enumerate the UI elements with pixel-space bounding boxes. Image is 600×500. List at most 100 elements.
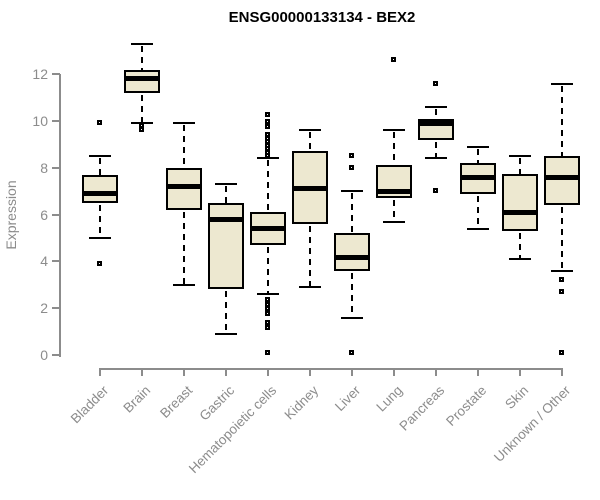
whisker-upper-bladder <box>99 158 101 175</box>
x-axis-line <box>99 368 563 370</box>
x-tick-label: Prostate <box>443 382 490 429</box>
whisker-cap-lower-kidney <box>299 286 321 289</box>
whisker-cap-upper-skin <box>509 155 531 158</box>
whisker-lower-kidney <box>309 225 311 288</box>
whisker-cap-upper-lung <box>383 129 405 132</box>
whisker-lower-skin <box>519 232 521 260</box>
outlier-point-pancreas <box>433 188 438 194</box>
outlier-point-hematopoietic-cells <box>265 123 270 129</box>
y-tick <box>52 73 60 76</box>
median-line-gastric <box>208 216 244 222</box>
x-tick-label: Pancreas <box>396 382 448 434</box>
whisker-cap-upper-pancreas <box>425 105 447 108</box>
x-tick <box>225 368 227 376</box>
whisker-lower-breast <box>183 211 185 285</box>
y-tick <box>52 213 60 216</box>
median-line-unknown-other <box>544 174 580 180</box>
whisker-lower-lung <box>393 200 395 222</box>
whisker-lower-bladder <box>99 204 101 238</box>
whisker-cap-lower-hematopoietic-cells <box>257 293 279 296</box>
median-line-bladder <box>82 191 118 197</box>
outlier-point-liver <box>349 153 354 159</box>
whisker-cap-upper-liver <box>341 190 363 193</box>
whisker-upper-prostate <box>477 148 479 164</box>
outlier-point-hematopoietic-cells <box>265 297 270 302</box>
whisker-upper-unknown-other <box>561 85 563 157</box>
whisker-cap-lower-lung <box>383 220 405 223</box>
median-line-liver <box>334 255 370 261</box>
whisker-cap-lower-bladder <box>89 237 111 239</box>
y-tick-label: 8 <box>40 159 48 176</box>
x-tick <box>99 368 101 376</box>
median-line-brain <box>124 76 160 82</box>
whisker-upper-hematopoietic-cells <box>267 160 269 213</box>
x-tick <box>141 368 143 376</box>
whisker-lower-hematopoietic-cells <box>267 247 269 295</box>
y-tick-label: 4 <box>40 253 48 270</box>
outlier-point-liver <box>349 349 354 355</box>
whisker-cap-upper-prostate <box>467 145 489 148</box>
whisker-cap-lower-prostate <box>467 227 489 230</box>
x-tick <box>477 368 479 376</box>
outlier-point-hematopoietic-cells <box>265 119 270 125</box>
median-line-prostate <box>460 174 496 180</box>
median-line-hematopoietic-cells <box>250 226 286 232</box>
chart-title: ENSG00000133134 - BEX2 <box>228 9 416 26</box>
whisker-upper-brain <box>141 45 143 70</box>
outlier-point-hematopoietic-cells <box>265 311 270 317</box>
whisker-cap-lower-breast <box>173 283 195 286</box>
whisker-upper-gastric <box>225 186 227 203</box>
whisker-upper-pancreas <box>435 108 437 119</box>
whisker-cap-lower-skin <box>509 258 531 261</box>
whisker-cap-lower-unknown-other <box>551 269 573 272</box>
x-tick <box>435 368 437 376</box>
y-tick <box>52 307 60 310</box>
y-tick <box>52 260 60 263</box>
x-tick <box>519 368 521 376</box>
outlier-point-lung <box>391 57 396 63</box>
y-tick-label: 0 <box>40 347 48 363</box>
median-line-pancreas <box>418 120 454 126</box>
x-tick <box>183 368 185 376</box>
outlier-point-pancreas <box>433 80 438 86</box>
outlier-point-hematopoietic-cells <box>265 301 270 307</box>
whisker-lower-pancreas <box>435 141 437 159</box>
whisker-upper-skin <box>519 158 521 174</box>
box-skin <box>502 173 538 231</box>
box-liver <box>334 233 370 271</box>
x-tick-label: Bladder <box>67 382 112 427</box>
outlier-point-hematopoietic-cells <box>265 349 270 355</box>
whisker-cap-upper-breast <box>173 122 195 125</box>
y-tick-label: 12 <box>32 66 48 83</box>
whisker-lower-liver <box>351 272 353 318</box>
x-tick <box>561 368 563 376</box>
median-line-breast <box>166 184 202 190</box>
x-tick-label: Gastric <box>196 382 238 424</box>
outlier-point-unknown-other <box>559 277 564 283</box>
x-tick <box>267 368 269 376</box>
whisker-cap-upper-bladder <box>89 155 111 158</box>
x-tick-label: Unknown / Other <box>491 382 574 465</box>
x-tick-label: Brain <box>120 382 154 416</box>
median-line-kidney <box>292 186 328 192</box>
median-line-skin <box>502 209 538 215</box>
y-tick-label: 2 <box>40 300 48 317</box>
whisker-upper-breast <box>183 125 185 168</box>
box-unknown-other <box>544 156 580 206</box>
box-bladder <box>82 174 118 203</box>
outlier-point-hematopoietic-cells <box>265 306 270 312</box>
whisker-lower-gastric <box>225 291 227 334</box>
outlier-point-bladder <box>97 120 102 126</box>
median-line-lung <box>376 188 412 194</box>
whisker-lower-unknown-other <box>561 207 563 271</box>
outlier-point-brain <box>139 122 144 128</box>
whisker-upper-liver <box>351 193 353 234</box>
whisker-cap-upper-gastric <box>215 183 237 186</box>
whisker-cap-lower-liver <box>341 316 363 319</box>
y-tick <box>52 166 60 169</box>
whisker-lower-prostate <box>477 195 479 229</box>
whisker-cap-lower-pancreas <box>425 157 447 160</box>
x-tick-label: Kidney <box>281 382 322 423</box>
whisker-cap-lower-gastric <box>215 332 237 335</box>
